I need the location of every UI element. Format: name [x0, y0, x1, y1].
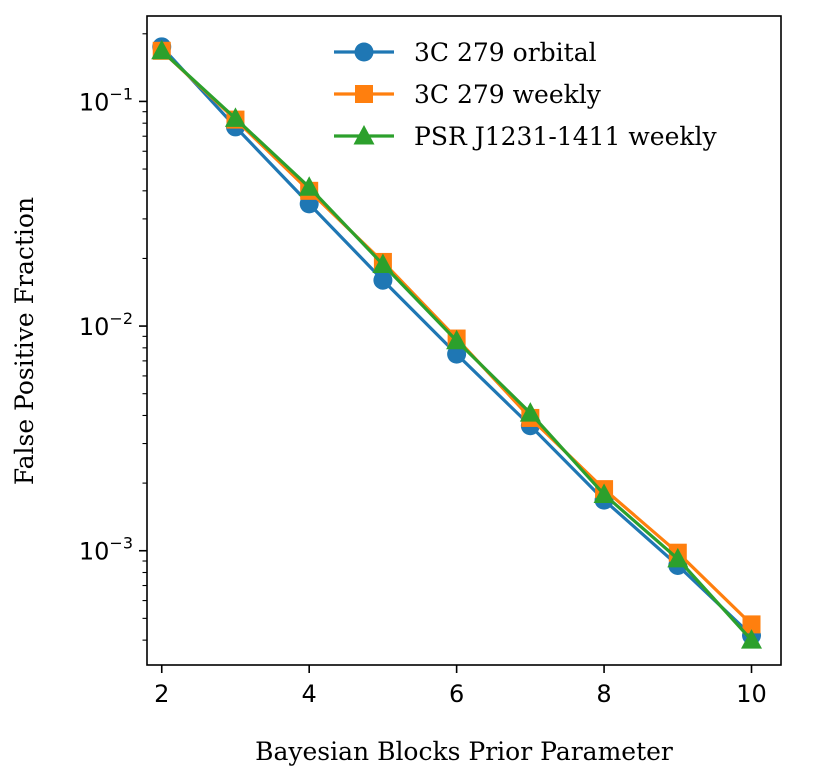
- data-point: [372, 253, 394, 273]
- data-point: [741, 629, 763, 649]
- legend-label: 3C 279 orbital: [414, 38, 597, 67]
- legend-marker: [353, 125, 375, 145]
- y-axis-label: False Positive Fraction: [10, 197, 39, 485]
- y-tick-label: 10−1: [79, 84, 133, 116]
- data-point: [742, 615, 761, 634]
- legend: 3C 279 orbital 3C 279 weekly PSR J1231-141…: [334, 38, 718, 151]
- x-tick-label: 8: [596, 680, 611, 708]
- data-point: [667, 547, 689, 568]
- legend-marker: [354, 42, 374, 62]
- data-point: [151, 39, 173, 60]
- data-point: [373, 270, 393, 290]
- data-point: [224, 107, 246, 127]
- legend-label: 3C 279 weekly: [414, 80, 602, 109]
- x-tick-label: 2: [154, 680, 169, 708]
- legend-entry: PSR J1231-1411 weekly: [334, 122, 718, 151]
- series-3: [151, 39, 763, 649]
- x-axis-label: Bayesian Blocks Prior Parameter: [255, 737, 673, 766]
- data-point: [447, 344, 467, 364]
- legend-marker: [355, 85, 373, 103]
- data-point: [593, 483, 615, 503]
- data-point: [446, 329, 468, 350]
- plot-area: [151, 37, 763, 649]
- axes: 2 4 6 8 10 10−1 10−2 10−3: [79, 33, 767, 708]
- y-tick-label: 10−3: [79, 534, 133, 566]
- legend-entry: 3C 279 weekly: [334, 80, 602, 109]
- data-point: [519, 402, 541, 422]
- x-tick-label: 10: [736, 680, 767, 708]
- legend-entry: 3C 279 orbital: [334, 38, 597, 67]
- data-point: [298, 176, 320, 196]
- legend-label: PSR J1231-1411 weekly: [414, 122, 718, 151]
- x-tick-label: 4: [302, 680, 317, 708]
- y-tick-label: 10−2: [79, 309, 133, 341]
- axes-frame: [146, 15, 782, 666]
- x-tick-label: 6: [449, 680, 464, 708]
